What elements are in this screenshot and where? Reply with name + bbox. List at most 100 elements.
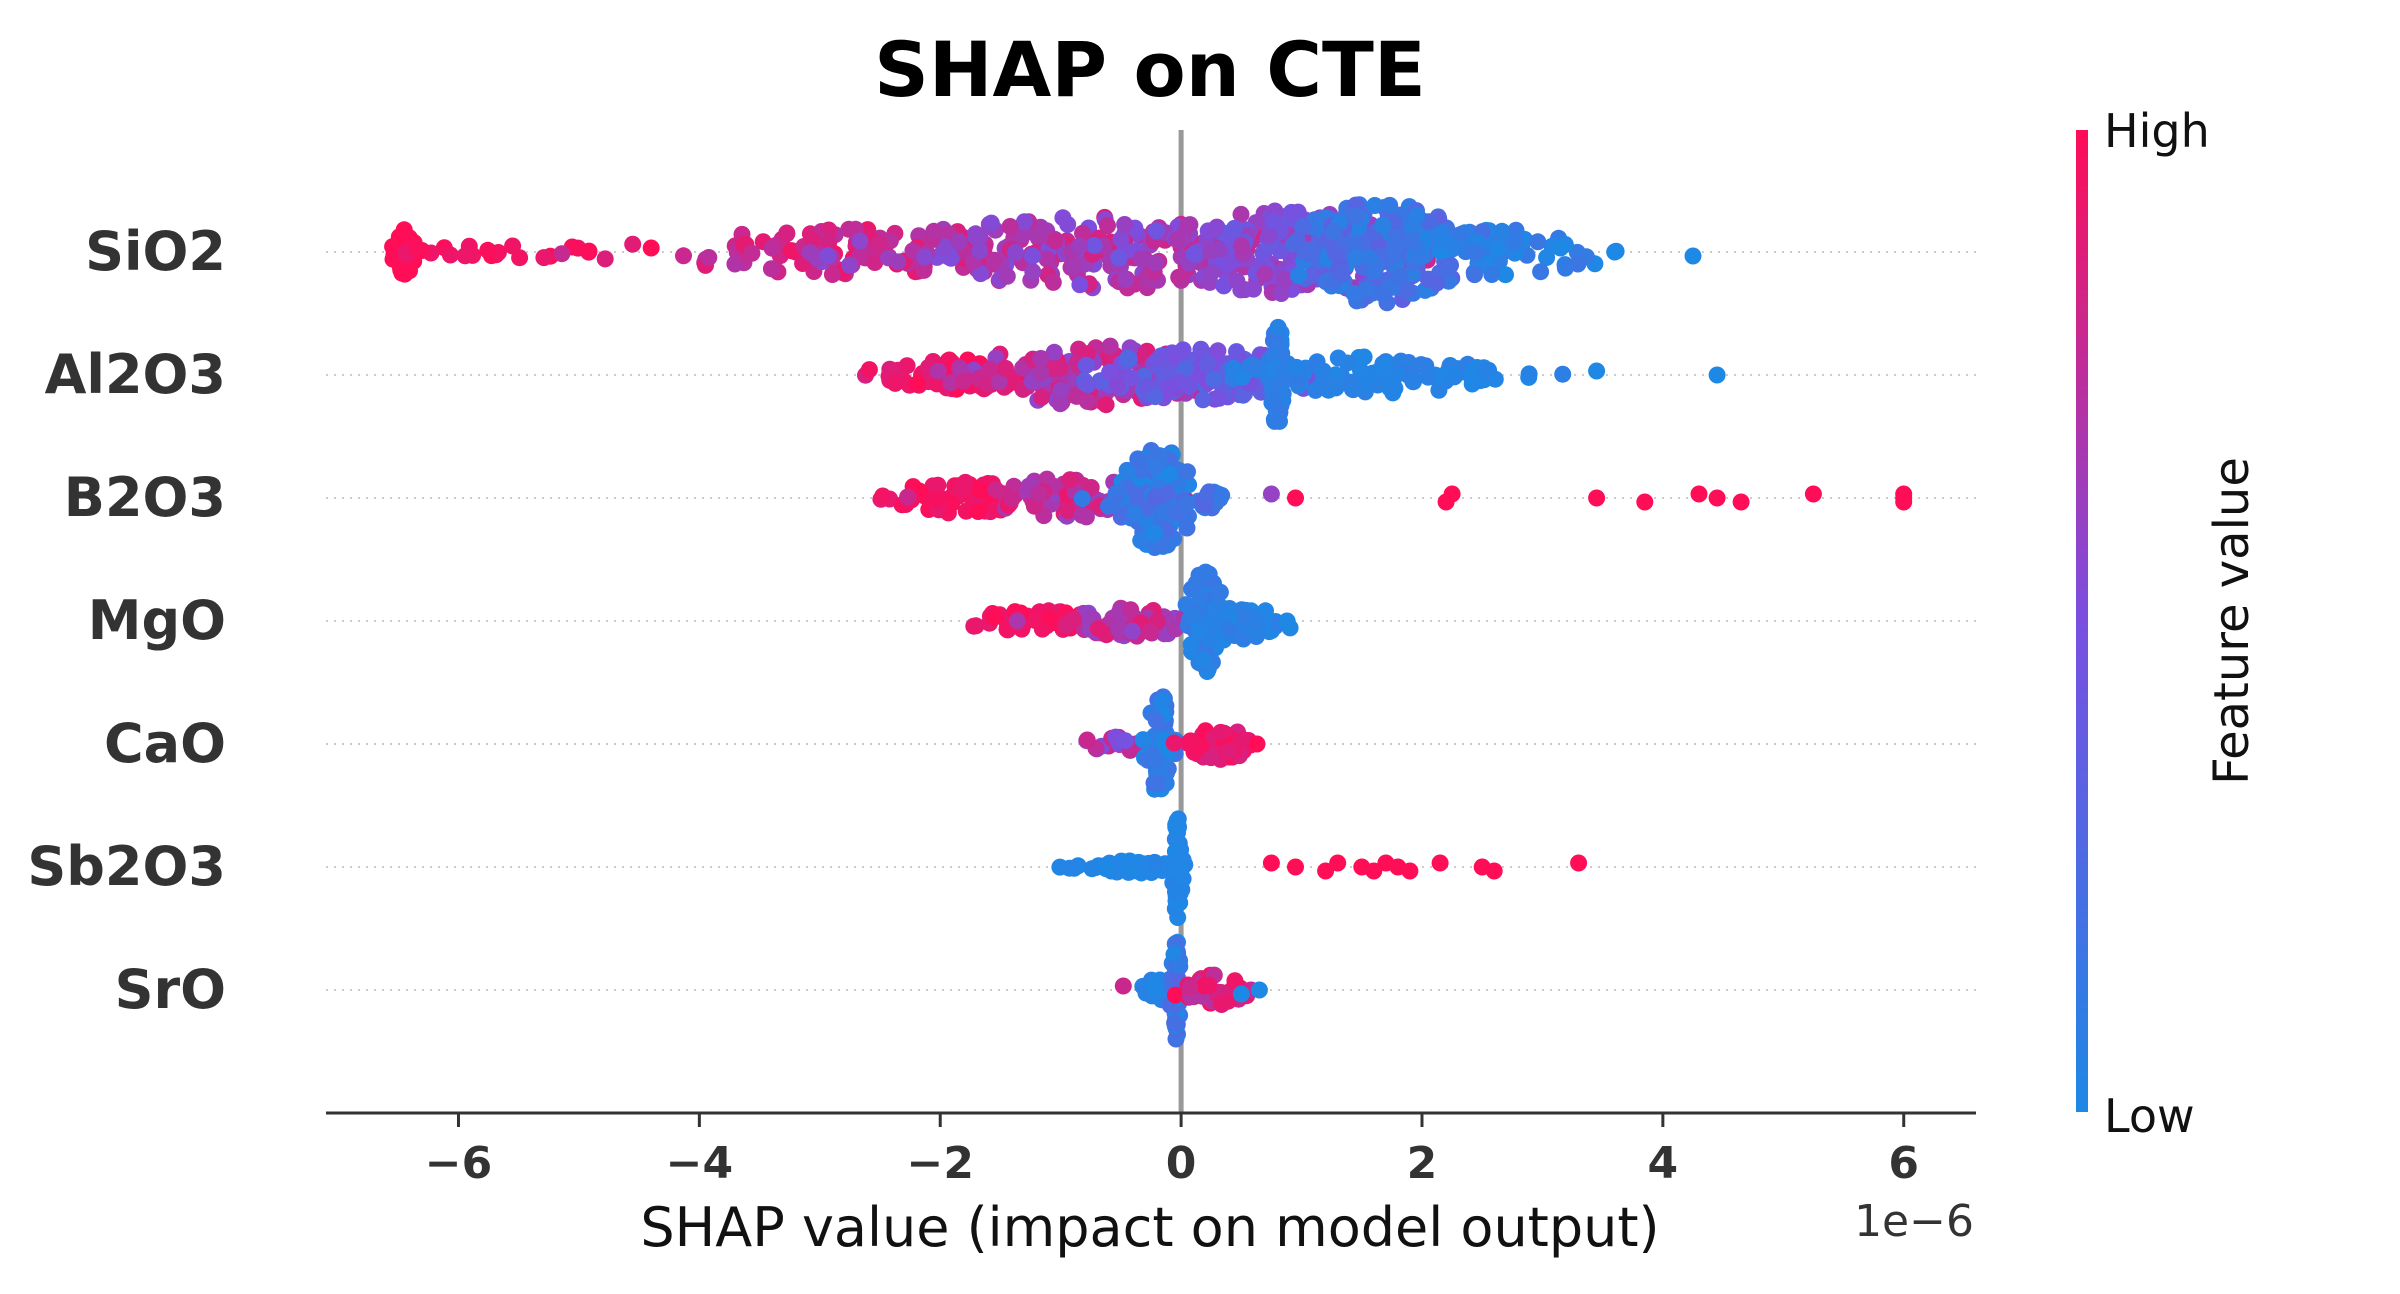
- shap-point-sio2: [1228, 272, 1246, 290]
- shap-point-sio2: [866, 254, 884, 271]
- shap-point-sio2: [441, 246, 459, 264]
- shap-point-cao: [1116, 732, 1134, 750]
- shap-point-b2o3: [1059, 502, 1077, 520]
- shap-point-al2o3: [929, 362, 947, 380]
- shap-point-al2o3: [1033, 388, 1051, 406]
- shap-point-sio2: [1439, 260, 1457, 278]
- shap-point-sro: [1232, 985, 1250, 1003]
- shap-point-sio2: [950, 233, 968, 251]
- x-axis-offset-label: 1e−6: [1854, 1196, 1974, 1247]
- shap-point-cao: [1145, 751, 1163, 769]
- shap-point-sio2: [1286, 205, 1304, 223]
- shap-point-b2o3: [1636, 493, 1654, 511]
- shap-point-sio2: [1284, 235, 1302, 253]
- shap-point-sio2: [1569, 255, 1587, 273]
- shap-point-b2o3: [1895, 485, 1913, 503]
- shap-point-sio2: [1071, 237, 1089, 255]
- shap-point-sio2: [642, 239, 660, 257]
- colorbar-low-label: Low: [2104, 1089, 2195, 1143]
- shap-point-b2o3: [1061, 471, 1079, 489]
- shap-point-sio2: [823, 266, 841, 283]
- shap-point-cao: [1221, 742, 1238, 760]
- shap-point-sio2: [553, 245, 571, 263]
- shap-point-sio2: [1466, 244, 1484, 262]
- shap-point-cao: [1182, 732, 1199, 750]
- shap-point-al2o3: [1476, 362, 1494, 380]
- shap-point-mgo: [1110, 620, 1128, 638]
- series-b2o3: [872, 442, 1913, 556]
- shap-point-sio2: [1347, 207, 1365, 224]
- shap-point-cao: [1147, 712, 1165, 730]
- x-tick-label: 6: [1888, 1138, 1919, 1189]
- shap-point-sio2: [1606, 243, 1624, 261]
- shap-point-b2o3: [955, 477, 973, 495]
- shap-point-b2o3: [1145, 524, 1163, 542]
- shap-point-cao: [1212, 723, 1230, 741]
- x-tick-label: −2: [906, 1138, 973, 1189]
- shap-point-sio2: [1398, 281, 1416, 299]
- series-sb2o3: [1051, 810, 1588, 926]
- shap-point-sio2: [1132, 250, 1150, 268]
- shap-point-sio2: [1333, 265, 1351, 283]
- shap-point-mgo: [1122, 601, 1140, 619]
- feature-label-b2o3: B2O3: [64, 466, 226, 529]
- shap-point-al2o3: [955, 372, 972, 390]
- shap-point-sio2: [1203, 264, 1220, 282]
- shap-point-al2o3: [1404, 373, 1422, 391]
- shap-point-al2o3: [1225, 361, 1243, 379]
- shap-point-sio2: [1233, 237, 1251, 255]
- shap-point-sio2: [1374, 285, 1392, 303]
- shap-point-mgo: [967, 617, 985, 635]
- shap-point-al2o3: [908, 375, 926, 393]
- shap-point-sio2: [1044, 273, 1062, 291]
- shap-point-al2o3: [928, 375, 946, 393]
- shap-point-sio2: [1493, 222, 1511, 240]
- feature-label-sro: SrO: [115, 958, 226, 1021]
- shap-point-sio2: [1466, 266, 1483, 284]
- shap-point-b2o3: [927, 491, 945, 509]
- shap-point-sio2: [1225, 219, 1243, 237]
- shap-point-sio2: [972, 265, 990, 283]
- shap-point-sro: [1114, 977, 1132, 995]
- shap-point-mgo: [1183, 606, 1201, 624]
- shap-point-al2o3: [1176, 360, 1194, 378]
- shap-point-sio2: [1015, 213, 1033, 231]
- x-tick-label: −4: [666, 1138, 733, 1189]
- shap-point-b2o3: [1147, 458, 1165, 476]
- shap-point-sio2: [841, 256, 859, 274]
- shap-point-mgo: [1197, 563, 1215, 581]
- shap-point-sio2: [1178, 217, 1196, 235]
- shap-point-sio2: [1065, 258, 1083, 276]
- shap-point-al2o3: [990, 373, 1008, 391]
- shap-point-b2o3: [971, 481, 989, 499]
- shap-point-sro: [1145, 977, 1163, 995]
- colorbar-high-label: High: [2104, 104, 2210, 158]
- shap-point-al2o3: [1032, 364, 1050, 382]
- shap-point-sio2: [1099, 217, 1116, 235]
- feature-label-cao: CaO: [104, 712, 226, 775]
- shap-point-sio2: [1272, 285, 1290, 302]
- shap-point-sio2: [1432, 230, 1450, 248]
- shap-point-al2o3: [1101, 363, 1119, 381]
- shap-point-sio2: [986, 251, 1003, 269]
- shap-point-al2o3: [1192, 340, 1210, 358]
- shap-point-mgo: [1211, 583, 1229, 601]
- shap-point-sb2o3: [1431, 854, 1449, 872]
- shap-point-al2o3: [1052, 381, 1070, 399]
- shap-point-sio2: [1256, 265, 1274, 283]
- feature-label-al2o3: Al2O3: [45, 343, 226, 406]
- shap-point-b2o3: [1073, 506, 1091, 524]
- shap-point-mgo: [1202, 631, 1220, 648]
- feature-label-sio2: SiO2: [85, 220, 226, 283]
- shap-point-b2o3: [1073, 490, 1091, 508]
- shap-point-sb2o3: [1262, 854, 1280, 872]
- shap-point-sio2: [1024, 263, 1042, 281]
- shap-point-al2o3: [1344, 381, 1362, 399]
- shap-point-sio2: [971, 242, 989, 260]
- shap-point-sro: [1166, 986, 1184, 1004]
- shap-point-sio2: [1014, 226, 1032, 244]
- shap-point-sio2: [804, 231, 822, 249]
- shap-point-sio2: [1116, 216, 1134, 233]
- series-al2o3: [857, 318, 1726, 430]
